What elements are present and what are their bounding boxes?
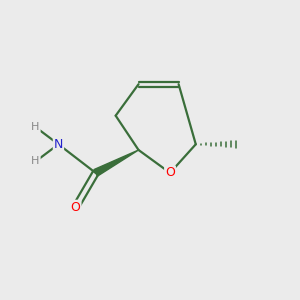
Text: H: H bbox=[32, 122, 40, 132]
Text: O: O bbox=[71, 201, 80, 214]
Text: O: O bbox=[165, 167, 175, 179]
Text: N: N bbox=[54, 138, 63, 151]
Polygon shape bbox=[94, 150, 139, 176]
Text: H: H bbox=[32, 156, 40, 167]
